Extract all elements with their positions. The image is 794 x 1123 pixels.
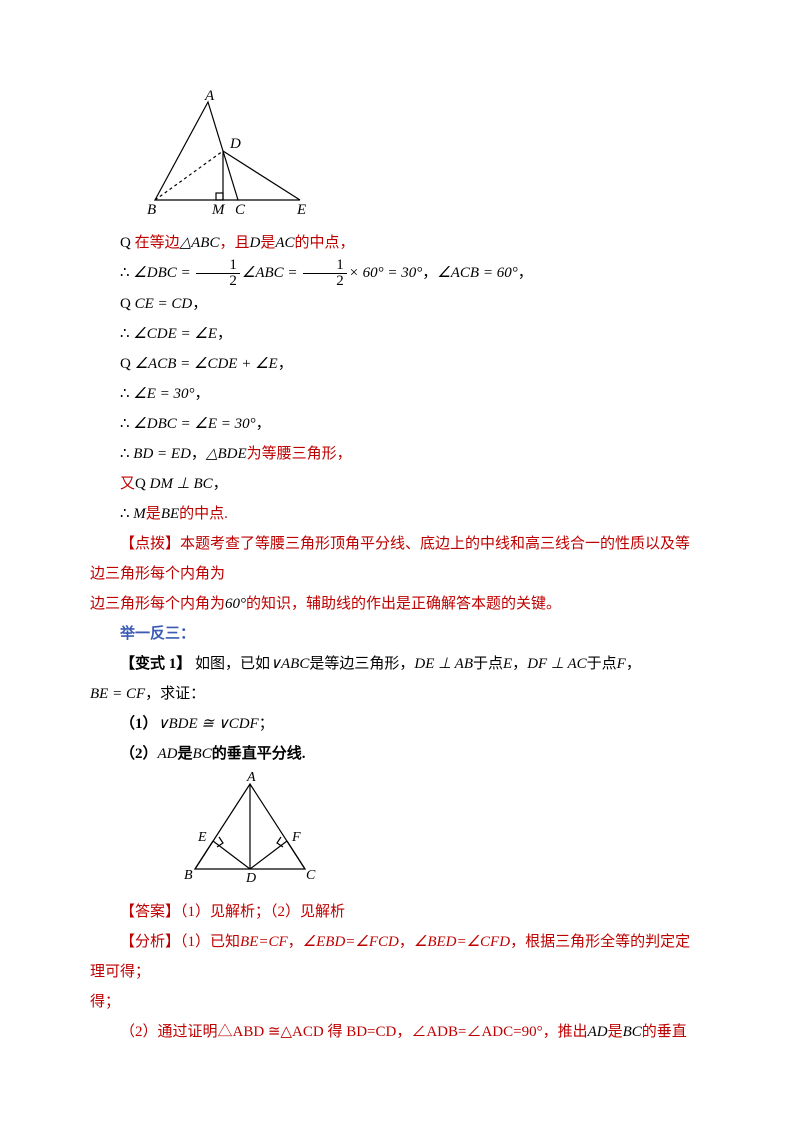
d2-label-E: E [197, 830, 207, 845]
proof-l6: ∴ ∠E = 30°， [90, 379, 704, 409]
d1-label-A: A [204, 90, 215, 104]
dianbo-cont: 边三角形每个内角为60°的知识，辅助线的作出是正确解答本题的关键。 [90, 589, 704, 619]
diagram-2: A B C D E F [170, 769, 704, 889]
d2-label-F: F [291, 830, 301, 845]
diagram-1: A B C D E M [130, 90, 704, 220]
bianshi-q1: （1）∨BDE ≅ ∨CDF； [90, 709, 704, 739]
juyi-heading: 举一反三： [90, 619, 704, 649]
proof-l8: ∴ BD = ED，△BDE为等腰三角形， [90, 439, 704, 469]
bianshi-stem: 【变式 1】 如图，已如∨ABC是等边三角形，DE ⊥ AB于点E，DF ⊥ A… [90, 649, 704, 679]
d1-label-B: B [147, 202, 156, 218]
proof-l10: ∴ M是BE的中点. [90, 499, 704, 529]
proof-l1: Q 在等边△ABC，且D是AC的中点， [90, 228, 704, 258]
d2-label-C: C [306, 868, 316, 883]
fenxi-1: 【分析】（1）已知BE=CF，∠EBD=∠FCD，∠BED=∠CFD，根据三角形… [90, 927, 704, 987]
d1-label-D: D [229, 136, 241, 152]
bianshi-q2: （2）AD是BC的垂直平分线. [90, 739, 704, 769]
fenxi-2: （2）通过证明△ABD ≅△ACD 得 BD=CD，∠ADB=∠ADC=90°，… [90, 1017, 704, 1047]
proof-l2: ∴ ∠DBC = 12∠ABC = 12× 60° = 30°，∠ACB = 6… [90, 258, 704, 289]
d1-label-C: C [235, 202, 246, 218]
dianbo: 【点拨】本题考查了等腰三角形顶角平分线、底边上的中线和高三线合一的性质以及等边三… [90, 529, 704, 589]
d1-label-M: M [211, 202, 226, 218]
bianshi-stem2: BE = CF，求证： [90, 679, 704, 709]
d2-label-A: A [246, 770, 256, 785]
proof-l7: ∴ ∠DBC = ∠E = 30°， [90, 409, 704, 439]
d1-label-E: E [296, 202, 306, 218]
proof-l9: 又Q DM ⊥ BC， [90, 469, 704, 499]
daan: 【答案】（1）见解析；（2）见解析 [90, 897, 704, 927]
proof-l3: Q CE = CD， [90, 289, 704, 319]
proof-l4: ∴ ∠CDE = ∠E， [90, 319, 704, 349]
fenxi-1b: 得； [90, 987, 704, 1017]
d2-label-B: B [184, 868, 193, 883]
proof-l5: Q ∠ACB = ∠CDE + ∠E， [90, 349, 704, 379]
d2-label-D: D [245, 871, 256, 886]
